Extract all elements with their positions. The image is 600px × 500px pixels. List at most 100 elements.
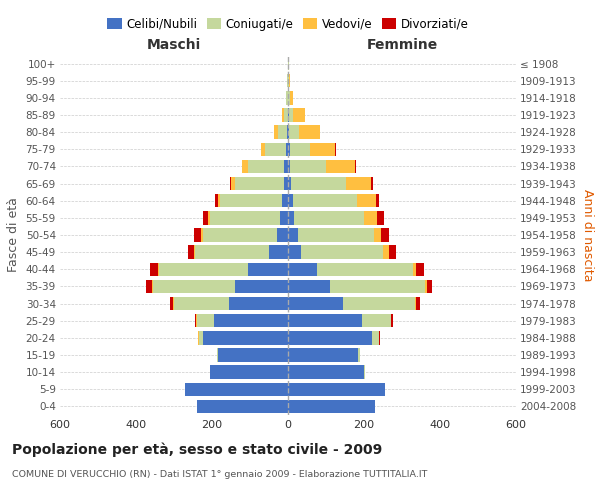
Bar xyxy=(293,108,305,122)
Bar xyxy=(146,280,152,293)
Bar xyxy=(277,228,288,241)
Bar xyxy=(284,177,288,190)
Bar xyxy=(288,366,364,379)
Bar xyxy=(152,280,153,293)
Bar xyxy=(293,194,357,207)
Bar xyxy=(288,297,343,310)
Bar xyxy=(358,348,360,362)
Bar xyxy=(298,228,373,241)
Bar xyxy=(288,74,289,88)
Bar xyxy=(235,280,288,293)
Bar xyxy=(381,228,389,241)
Bar xyxy=(376,194,379,207)
Bar xyxy=(218,348,288,362)
Bar xyxy=(371,331,379,344)
Bar xyxy=(159,262,248,276)
Bar xyxy=(288,177,291,190)
Bar xyxy=(173,297,174,310)
Bar xyxy=(284,160,288,173)
Bar xyxy=(362,314,391,328)
Bar xyxy=(248,262,288,276)
Bar xyxy=(355,160,356,173)
Bar xyxy=(283,194,288,207)
Bar xyxy=(289,126,299,139)
Bar xyxy=(278,126,287,139)
Bar xyxy=(174,297,229,310)
Text: Femmine: Femmine xyxy=(367,38,437,52)
Bar xyxy=(343,297,415,310)
Bar xyxy=(265,142,286,156)
Text: COMUNE DI VERUCCHIO (RN) - Dati ISTAT 1° gennaio 2009 - Elaborazione TUTTITALIA.: COMUNE DI VERUCCHIO (RN) - Dati ISTAT 1°… xyxy=(12,470,427,479)
Bar xyxy=(377,211,384,224)
Bar xyxy=(260,142,262,156)
Bar xyxy=(294,211,364,224)
Bar xyxy=(288,348,358,362)
Bar xyxy=(262,142,265,156)
Bar xyxy=(290,160,326,173)
Bar xyxy=(199,331,203,344)
Bar xyxy=(218,194,220,207)
Bar xyxy=(346,177,371,190)
Bar xyxy=(286,142,288,156)
Bar xyxy=(170,297,173,310)
Bar xyxy=(389,246,397,259)
Bar xyxy=(364,211,377,224)
Bar xyxy=(185,382,288,396)
Bar xyxy=(357,194,376,207)
Bar xyxy=(229,297,288,310)
Bar xyxy=(286,91,288,104)
Bar xyxy=(153,280,235,293)
Bar xyxy=(217,348,218,362)
Bar xyxy=(274,126,278,139)
Bar xyxy=(415,297,416,310)
Bar xyxy=(287,74,288,88)
Bar xyxy=(335,142,336,156)
Y-axis label: Fasce di età: Fasce di età xyxy=(7,198,20,272)
Bar xyxy=(235,177,284,190)
Bar xyxy=(288,108,289,122)
Bar xyxy=(288,160,290,173)
Bar xyxy=(326,160,355,173)
Bar xyxy=(269,246,288,259)
Bar xyxy=(310,142,335,156)
Bar xyxy=(371,177,373,190)
Bar xyxy=(282,108,284,122)
Bar xyxy=(427,280,433,293)
Bar xyxy=(200,228,203,241)
Bar xyxy=(288,331,371,344)
Bar xyxy=(287,126,288,139)
Bar xyxy=(317,262,413,276)
Bar xyxy=(288,142,290,156)
Bar xyxy=(195,246,269,259)
Bar xyxy=(383,246,389,259)
Bar xyxy=(158,262,159,276)
Bar xyxy=(299,126,320,139)
Bar xyxy=(288,382,385,396)
Y-axis label: Anni di nascita: Anni di nascita xyxy=(581,188,593,281)
Bar xyxy=(197,314,214,328)
Text: Popolazione per età, sesso e stato civile - 2009: Popolazione per età, sesso e stato civil… xyxy=(12,442,382,457)
Bar xyxy=(288,246,301,259)
Bar xyxy=(330,280,425,293)
Bar xyxy=(364,366,365,379)
Bar xyxy=(284,108,287,122)
Bar xyxy=(196,314,197,328)
Legend: Celibi/Nubili, Coniugati/e, Vedovi/e, Divorziati/e: Celibi/Nubili, Coniugati/e, Vedovi/e, Di… xyxy=(107,18,469,30)
Bar xyxy=(215,194,218,207)
Bar xyxy=(203,228,277,241)
Bar xyxy=(289,108,293,122)
Bar xyxy=(288,314,362,328)
Bar xyxy=(248,160,284,173)
Bar xyxy=(231,177,235,190)
Bar xyxy=(288,126,289,139)
Bar xyxy=(242,160,248,173)
Bar xyxy=(230,177,231,190)
Bar xyxy=(280,211,288,224)
Bar xyxy=(288,194,293,207)
Bar xyxy=(195,314,196,328)
Text: Maschi: Maschi xyxy=(147,38,201,52)
Bar xyxy=(288,211,294,224)
Bar xyxy=(194,228,200,241)
Bar xyxy=(416,297,420,310)
Bar xyxy=(194,246,195,259)
